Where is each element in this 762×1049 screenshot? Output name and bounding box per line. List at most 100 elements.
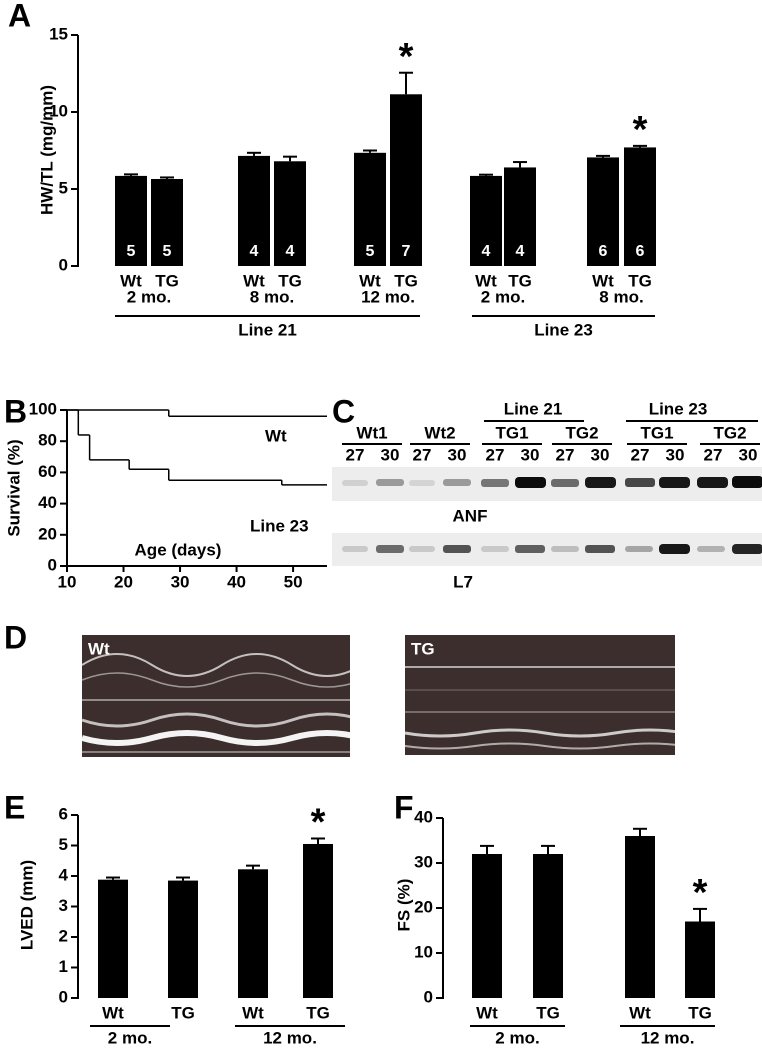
n-label: 6 [636, 243, 645, 260]
x-tick-label: Wt [242, 1003, 264, 1022]
subgroup-label: 8 mo. [250, 287, 294, 306]
bar [274, 161, 306, 266]
sample-label: TG2 [713, 423, 746, 442]
x-tick-label: TG [306, 1003, 330, 1022]
y-tick-label: 0 [59, 987, 68, 1006]
band-label: L7 [453, 572, 473, 591]
x-tick-label: Wt [102, 1003, 124, 1022]
sample-label: TG2 [565, 423, 598, 442]
y-tick-label: 30 [414, 852, 433, 871]
n-label: 5 [127, 243, 136, 260]
n-label: 5 [366, 243, 375, 260]
bar [685, 921, 715, 998]
series-label: Wt [265, 426, 287, 445]
bar [238, 869, 268, 998]
x-tick-label: Wt [120, 271, 142, 290]
y-tick-label: 0 [48, 555, 57, 574]
y-tick-label: 5 [59, 178, 68, 197]
x-tick-label: TG [536, 1003, 560, 1022]
bar [587, 157, 619, 266]
n-label: 4 [250, 243, 259, 260]
x-tick-label: TG [628, 271, 652, 290]
x-tick-label: TG [508, 271, 532, 290]
echo-label: Wt [88, 639, 110, 658]
day-label: 30 [739, 445, 758, 464]
y-tick-label: 60 [38, 462, 57, 481]
y-tick-label: 20 [414, 897, 433, 916]
bar [470, 175, 502, 266]
significance-mark: * [399, 36, 414, 78]
bar [115, 175, 147, 266]
bar [151, 178, 183, 266]
day-label: 30 [381, 445, 400, 464]
panel-label: D [4, 619, 27, 655]
y-tick-label: 40 [414, 807, 433, 826]
x-tick-label: 40 [227, 572, 246, 591]
y-tick-label: 10 [49, 101, 68, 120]
x-tick-label: TG [688, 1003, 712, 1022]
subgroup-label: 8 mo. [599, 287, 643, 306]
n-label: 5 [163, 243, 172, 260]
y-axis-label: HW/TL (mg/mm) [37, 85, 56, 215]
n-label: 4 [482, 243, 491, 260]
x-tick-label: Wt [475, 271, 497, 290]
bar [390, 94, 422, 266]
day-label: 27 [704, 445, 723, 464]
n-label: 7 [402, 243, 411, 260]
y-tick-label: 20 [38, 524, 57, 543]
x-tick-label: TG [155, 271, 179, 290]
gel-bands [342, 476, 762, 488]
group-label: 12 mo. [263, 1028, 317, 1047]
n-label: 6 [599, 243, 608, 260]
y-tick-label: 80 [38, 431, 57, 450]
x-tick-label: Wt [592, 271, 614, 290]
sample-label: TG1 [495, 423, 528, 442]
bar [624, 147, 656, 266]
group-label: 2 mo. [108, 1028, 152, 1047]
line-label: Line 21 [504, 399, 563, 418]
gel-strip [332, 467, 762, 501]
sample-label: TG1 [640, 423, 673, 442]
gel-panel: Line 21 Line 23 Wt1 Wt2 TG1 TG2 TG1 TG2 … [332, 399, 762, 591]
y-tick-label: 10 [414, 942, 433, 961]
x-axis-label: Age (days) [135, 540, 222, 559]
bar [238, 155, 270, 266]
day-label: 27 [346, 445, 365, 464]
day-label: 30 [666, 445, 685, 464]
bar [533, 854, 563, 998]
y-tick-label: 40 [38, 493, 57, 512]
sample-label: Wt1 [356, 423, 387, 442]
series-label: Line 23 [250, 516, 309, 535]
x-tick-label: Wt [359, 271, 381, 290]
group-label: 12 mo. [641, 1028, 695, 1047]
y-tick-label: 0 [424, 987, 433, 1006]
significance-mark: * [633, 109, 648, 151]
bar [354, 152, 386, 266]
echo-label: TG [411, 639, 435, 658]
x-tick-label: 20 [114, 572, 133, 591]
day-label: 30 [448, 445, 467, 464]
band-label: ANF [453, 506, 488, 525]
y-tick-label: 100 [29, 399, 57, 418]
bar [98, 879, 128, 998]
y-axis-label: FS (%) [394, 879, 413, 932]
panel-label: E [4, 789, 25, 825]
x-tick-label: TG [394, 271, 418, 290]
echo-wt: Wt [81, 635, 363, 757]
day-label: 27 [413, 445, 432, 464]
gel-bands [342, 544, 762, 554]
y-tick-label: 0 [59, 255, 68, 274]
y-tick-label: 15 [49, 24, 68, 43]
y-tick-label: 2 [59, 926, 68, 945]
x-tick-label: 30 [171, 572, 190, 591]
x-tick-label: TG [278, 271, 302, 290]
significance-mark: * [693, 872, 708, 914]
line-label: Line 23 [649, 399, 708, 418]
day-label: 30 [591, 445, 610, 464]
y-tick-label: 1 [59, 957, 68, 976]
x-tick-label: Wt [476, 1003, 498, 1022]
x-tick-label: 10 [58, 572, 77, 591]
n-label: 4 [516, 243, 525, 260]
panel-label: B [4, 393, 27, 429]
